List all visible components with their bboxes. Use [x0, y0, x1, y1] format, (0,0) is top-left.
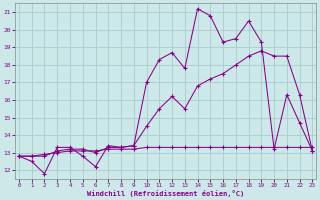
X-axis label: Windchill (Refroidissement éolien,°C): Windchill (Refroidissement éolien,°C): [87, 190, 244, 197]
